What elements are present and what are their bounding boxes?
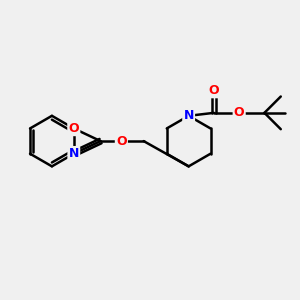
Text: O: O (68, 122, 79, 135)
Text: N: N (69, 147, 79, 160)
Text: O: O (234, 106, 244, 119)
Text: O: O (116, 135, 127, 148)
Text: O: O (208, 84, 219, 97)
Text: N: N (184, 109, 194, 122)
